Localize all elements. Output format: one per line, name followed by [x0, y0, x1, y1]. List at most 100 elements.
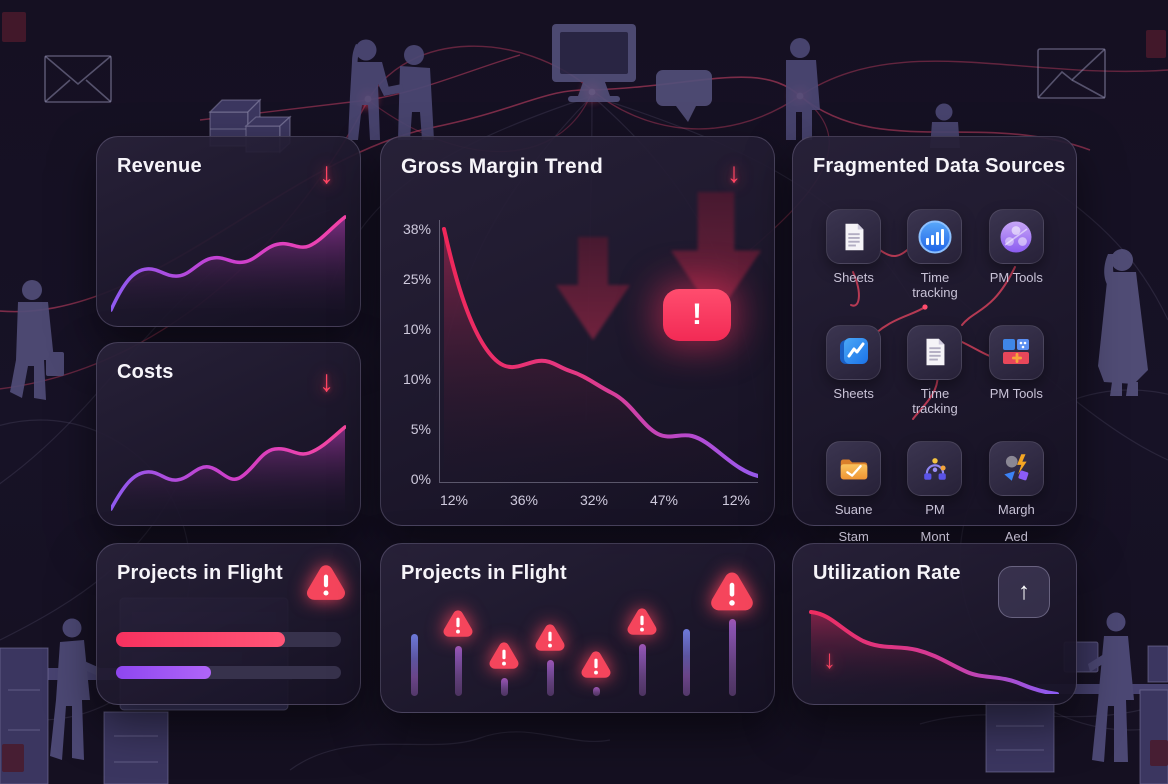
flight-bar [683, 629, 690, 696]
projects-progress-card: Projects in Flight [96, 543, 361, 705]
projects-bars-card: Projects in Flight [380, 543, 775, 713]
app-cell-time-tracking: Time tracking [898, 209, 971, 301]
arch-diagram-app-tile[interactable] [907, 440, 963, 496]
corner-accent-boxes [2, 12, 1168, 772]
app-cell-pm-mont: PM Mont [907, 440, 963, 544]
warning-icon-wrap [534, 622, 566, 652]
trend-down-icon: ↓ [727, 157, 741, 188]
app-cell-sheets: Sheets [826, 209, 882, 301]
up-arrow-button[interactable]: ↑ [998, 566, 1050, 618]
pm-tools-app-tile[interactable] [988, 209, 1044, 264]
warning-icon [443, 610, 473, 637]
sheets-chart-icon [839, 338, 868, 365]
grid-tiles-app-tile[interactable] [988, 324, 1044, 380]
y-axis-tick: 10% [402, 371, 431, 387]
app-label: Margh [997, 501, 1035, 517]
pm-tools-circle-icon [1000, 221, 1032, 252]
costs-area-chart [111, 425, 346, 513]
gross-margin-area-chart [442, 227, 760, 482]
envelope-icon [44, 55, 112, 103]
revenue-title: Revenue [117, 155, 202, 177]
app-cell-pm-tools-2: PM Tools [988, 324, 1044, 417]
costs-card: Costs ↓ [96, 342, 361, 526]
app-label: Sheets [833, 270, 874, 285]
projects-progress-title: Projects in Flight [117, 562, 283, 584]
data-sources-card: Fragmented Data Sources [792, 136, 1077, 544]
app-label: PM Tools [989, 270, 1043, 285]
warning-icon [306, 565, 346, 600]
warning-icon [627, 608, 657, 635]
envelope-image-icon [1037, 48, 1106, 99]
alert-badge: ! [663, 289, 731, 341]
gross-margin-plot-area [439, 220, 760, 483]
trend-down-icon: ↓ [823, 644, 836, 674]
app-cell-pm-tools: PM Tools [988, 209, 1044, 301]
revenue-area-chart [111, 215, 346, 314]
warning-icon-wrap [709, 569, 755, 613]
document-icon [845, 223, 864, 250]
revenue-card: Revenue ↓ [96, 136, 361, 327]
trend-down-icon: ↓ [319, 157, 334, 190]
y-axis-tick: 25% [402, 271, 431, 287]
x-axis-tick: 12% [439, 492, 469, 508]
trend-down-icon: ↓ [319, 365, 334, 398]
flight-bar [411, 634, 418, 696]
flight-bars-area [381, 544, 774, 712]
warning-icon-wrap [626, 606, 658, 636]
warning-icon [489, 642, 519, 669]
up-arrow-icon: ↑ [1018, 578, 1030, 605]
sheets-app-tile[interactable] [826, 209, 882, 264]
sheets-chart-app-tile[interactable] [826, 324, 882, 380]
x-axis-tick: 12% [721, 492, 751, 508]
y-axis-tick: 10% [402, 321, 431, 337]
app-label: PM Tools [989, 385, 1043, 401]
warning-icon-wrap [580, 649, 612, 679]
document-icon [926, 339, 945, 366]
folder-check-icon [840, 459, 867, 480]
progress-fill [116, 632, 285, 647]
alert-exclamation: ! [692, 298, 702, 331]
shapes-app-tile[interactable] [988, 440, 1044, 496]
utilization-card: Utilization Rate ↑ ↓ [792, 543, 1077, 705]
speech-bubble-icon [656, 70, 712, 122]
costs-title: Costs [117, 361, 174, 383]
folder-check-app-tile[interactable] [826, 440, 882, 496]
time-tracking-doc-tile[interactable] [907, 324, 963, 380]
progress-fill [116, 666, 211, 679]
faded-down-arrow-icon [556, 237, 630, 340]
shapes-icon [1004, 454, 1029, 481]
app-cell-time-tracking-2: Time tracking [898, 324, 971, 417]
projects-bars-title: Projects in Flight [401, 562, 567, 584]
y-axis-tick: 38% [402, 221, 431, 237]
warning-icon [711, 572, 753, 611]
grid-tiles-icon [1003, 339, 1030, 365]
app-label: Time tracking [912, 270, 958, 300]
app-label: Suane [834, 501, 873, 517]
app-grid: Sheets Time tracking [817, 209, 1053, 544]
progress-track [116, 632, 341, 647]
utilization-area-chart [809, 610, 1059, 694]
warning-icon-wrap [442, 608, 474, 638]
time-tracking-app-tile[interactable] [907, 209, 963, 264]
faded-down-arrow-icon [670, 192, 762, 318]
x-axis-tick: 32% [579, 492, 609, 508]
x-axis-tick: 47% [649, 492, 679, 508]
app-sublabel: Stam [838, 528, 869, 544]
app-label: PM [925, 501, 945, 517]
time-tracking-icon [918, 220, 952, 253]
people-silhouettes [10, 38, 1148, 400]
gross-margin-title: Gross Margin Trend [401, 155, 603, 178]
arch-diagram-icon [924, 458, 946, 480]
warning-icon-wrap [305, 562, 347, 602]
warning-icon [535, 624, 565, 651]
progress-track [116, 666, 341, 679]
data-sources-title: Fragmented Data Sources [813, 155, 1066, 177]
utilization-title: Utilization Rate [813, 562, 961, 584]
warning-icon [581, 651, 611, 678]
y-axis-tick: 5% [410, 421, 431, 437]
app-cell-margh: Margh Aed [988, 440, 1044, 544]
flight-bar [729, 619, 736, 696]
app-sublabel: Mont [920, 528, 950, 544]
